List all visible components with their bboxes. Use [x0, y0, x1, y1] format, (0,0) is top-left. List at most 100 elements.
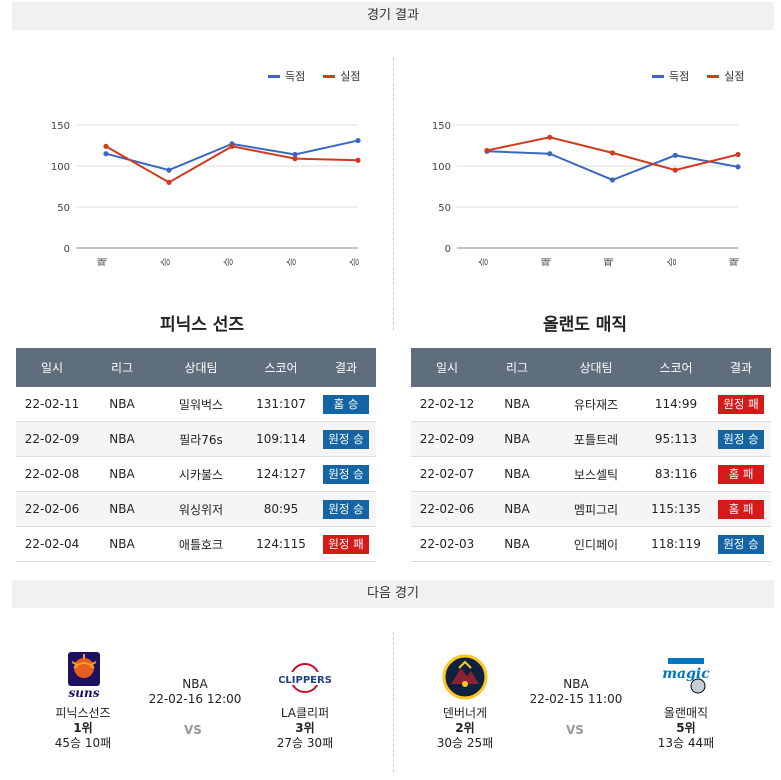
results-section-title: 경기 결과: [367, 8, 419, 23]
data-point: [103, 143, 109, 149]
svg-text:CLIPPERS: CLIPPERS: [279, 675, 331, 686]
date-cell: 22-02-09: [16, 421, 88, 457]
next-section-header: 다음 경기: [12, 580, 774, 608]
x-tick-label: 패: [604, 257, 616, 266]
next-game-info: NBA 22-02-16 12:00: [145, 677, 245, 707]
result-cell: 원정 승: [316, 456, 376, 492]
score-cell: 124:115: [246, 526, 316, 562]
suns-logo-icon: suns: [60, 650, 108, 700]
table-row: 22-02-08 NBA 시카불스 124:127 원정 승: [16, 456, 376, 492]
date-cell: 22-02-09: [411, 421, 483, 457]
team-rank: 3위: [295, 721, 315, 735]
result-cell: 원정 승: [711, 526, 771, 562]
opponent-cell: 유타재즈: [551, 387, 641, 422]
table-header-row: 일시 리그 상대팀 스코어 결과: [411, 348, 771, 387]
y-tick-label: 0: [445, 244, 451, 255]
result-cell: 원정 승: [316, 421, 376, 457]
col-opponent: 상대팀: [156, 348, 246, 387]
x-tick-label: 승: [349, 257, 361, 266]
score-cell: 109:114: [246, 421, 316, 457]
table-row: 22-02-06 NBA 멤피그리 115:135 홈 패: [411, 491, 771, 527]
next-team-clippers: LA클리퍼 3위 27승 30패: [262, 706, 348, 751]
team-record: 27승 30패: [276, 736, 334, 750]
result-badge: 홈 패: [718, 464, 764, 484]
table-row: 22-02-09 NBA 필라76s 109:114 원정 승: [16, 421, 376, 457]
legend-allowed: 실점: [707, 68, 745, 84]
team-record: 45승 10패: [54, 736, 112, 750]
col-result: 결과: [316, 348, 376, 387]
magic-logo-icon: magic: [660, 656, 712, 698]
result-badge: 원정 승: [323, 429, 369, 449]
svg-text:magic: magic: [662, 666, 710, 682]
data-point: [547, 134, 553, 140]
score-cell: 118:119: [641, 526, 711, 562]
result-badge: 원정 패: [323, 534, 369, 554]
league-cell: NBA: [483, 421, 551, 457]
score-chart-magic: 0 50 100 150 승 패 패 승 패: [432, 121, 741, 267]
team-record: 13승 44패: [657, 736, 715, 750]
result-cell: 홈 패: [711, 456, 771, 492]
opponent-cell: 필라76s: [156, 421, 246, 457]
data-point: [735, 164, 741, 170]
table-row: 22-02-03 NBA 인디페이 118:119 원정 승: [411, 526, 771, 562]
team-record: 30승 25패: [436, 736, 494, 750]
league-cell: NBA: [88, 387, 156, 422]
svg-text:suns: suns: [69, 686, 100, 700]
team-title-magic: 올랜도 매직: [542, 315, 628, 335]
date-cell: 22-02-07: [411, 456, 483, 492]
score-cell: 124:127: [246, 456, 316, 492]
data-point: [609, 177, 616, 183]
data-point: [672, 152, 678, 158]
league-cell: NBA: [88, 491, 156, 527]
vs-label: VS: [184, 723, 202, 737]
table-row: 22-02-09 NBA 포틀트레 95:113 원정 승: [411, 421, 771, 457]
league-cell: NBA: [483, 456, 551, 492]
data-point: [355, 137, 361, 144]
result-cell: 홈 승: [316, 387, 376, 422]
score-cell: 95:113: [641, 421, 711, 457]
team-rank: 5위: [676, 721, 696, 735]
score-cell: 83:116: [641, 456, 711, 492]
result-badge: 홈 패: [718, 499, 764, 519]
result-badge: 원정 승: [323, 464, 369, 484]
date-cell: 22-02-06: [16, 491, 88, 527]
chart-legend-left: 득점 실점: [250, 68, 361, 84]
league-cell: NBA: [88, 421, 156, 457]
x-tick-label: 승: [223, 257, 235, 266]
result-badge: 홈 승: [323, 394, 369, 414]
x-tick-label: 승: [286, 257, 298, 266]
next-datetime: 22-02-15 11:00: [529, 692, 623, 706]
next-divider: [393, 632, 394, 772]
chart-legend-right: 득점 실점: [634, 68, 745, 84]
team-name: 덴버너게: [442, 706, 488, 720]
data-point: [103, 151, 109, 157]
col-score: 스코어: [246, 348, 316, 387]
legend-score: 득점: [652, 68, 689, 84]
y-tick-label: 50: [438, 203, 451, 214]
opponent-cell: 인디페이: [551, 526, 641, 562]
y-tick-label: 100: [432, 162, 451, 173]
col-opponent: 상대팀: [551, 348, 641, 387]
team-name: 올랜매직: [663, 706, 709, 720]
score-chart-suns: 0 50 100 150 패 승 승 승 승: [51, 121, 361, 267]
table-row: 22-02-12 NBA 유타재즈 114:99 원정 패: [411, 387, 771, 422]
data-point: [292, 151, 298, 158]
next-section-title: 다음 경기: [367, 586, 419, 601]
next-team-suns: 피닉스선즈 1위 45승 10패: [40, 706, 126, 751]
table-header-row: 일시 리그 상대팀 스코어 결과: [16, 348, 376, 387]
data-point: [609, 150, 616, 156]
col-result: 결과: [711, 348, 771, 387]
next-team-nuggets: 덴버너게 2위 30승 25패: [422, 706, 508, 751]
table-row: 22-02-04 NBA 애틀호크 124:115 원정 패: [16, 526, 376, 562]
clippers-logo-icon: CLIPPERS: [278, 660, 332, 696]
opponent-cell: 애틀호크: [156, 526, 246, 562]
next-league: NBA: [182, 677, 208, 691]
nuggets-logo-icon: [441, 654, 489, 700]
result-badge: 원정 패: [718, 394, 764, 414]
result-badge: 원정 승: [323, 499, 369, 519]
table-row: 22-02-11 NBA 밀워벅스 131:107 홈 승: [16, 387, 376, 422]
col-date: 일시: [16, 348, 88, 387]
date-cell: 22-02-03: [411, 526, 483, 562]
result-cell: 홈 패: [711, 491, 771, 527]
team-rank: 1위: [73, 721, 93, 735]
